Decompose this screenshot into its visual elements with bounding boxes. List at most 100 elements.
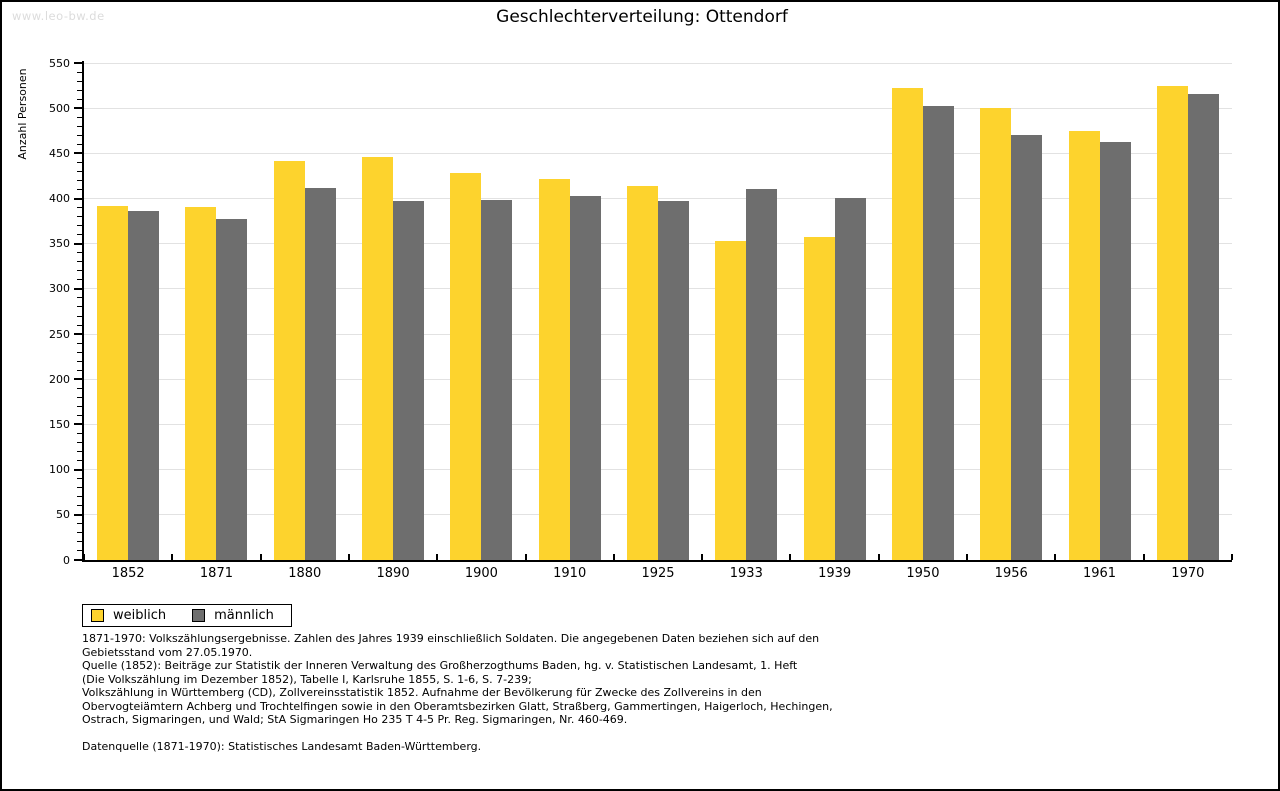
y-minor-tick: [77, 414, 82, 416]
legend-label-weiblich: weiblich: [113, 608, 167, 623]
footnote-line: [82, 727, 1212, 741]
bar-männlich-1925: [658, 201, 689, 560]
y-minor-tick: [77, 134, 82, 136]
footnote-line: (Die Volkszählung im Dezember 1852), Tab…: [82, 672, 532, 686]
y-tick-label: 100: [49, 463, 70, 477]
legend: weiblich männlich: [82, 604, 292, 627]
legend-label-maennlich: männlich: [214, 608, 274, 623]
y-minor-tick: [77, 161, 82, 163]
x-boundary-tick: [524, 554, 527, 560]
y-minor-tick: [77, 351, 82, 353]
y-minor-tick: [77, 306, 82, 308]
footnote-line: Datenquelle (1871-1970): Statistisches L…: [82, 740, 482, 753]
y-minor-tick: [77, 98, 82, 100]
watermark: www.leo-bw.de: [12, 9, 105, 23]
y-minor-tick: [77, 487, 82, 489]
y-minor-tick: [77, 225, 82, 227]
y-tick-label: 350: [49, 237, 70, 251]
bar-weiblich-1939: [803, 237, 835, 560]
y-minor-tick: [77, 71, 82, 73]
bar-weiblich-1956: [980, 108, 1012, 560]
y-tick-label: 400: [49, 192, 70, 206]
bar-weiblich-1950: [891, 88, 923, 560]
y-tick-label: 250: [49, 327, 70, 341]
y-minor-tick: [77, 369, 82, 371]
footnotes: 1871-1970: Volkszählungsergebnisse. Zahl…: [82, 632, 1212, 754]
x-boundary-tick: [436, 554, 439, 560]
bar-weiblich-1961: [1068, 130, 1100, 560]
y-minor-tick: [77, 460, 82, 462]
bar-weiblich-1970: [1156, 85, 1188, 560]
x-boundary-tick: [789, 554, 792, 560]
x-tick-label: 1956: [994, 566, 1028, 581]
x-tick-label: 1970: [1171, 566, 1205, 581]
bar-männlich-1871: [216, 219, 248, 560]
footnote-line: Obervogteiämtern Achberg und Trochtelfin…: [82, 699, 833, 713]
x-boundary-tick: [612, 554, 615, 560]
bar-weiblich-1880: [273, 160, 305, 560]
y-minor-tick: [77, 234, 82, 236]
y-minor-tick: [77, 478, 82, 480]
y-minor-tick: [77, 89, 82, 91]
y-minor-tick: [77, 315, 82, 317]
x-tick-label: 1950: [906, 566, 940, 581]
y-minor-tick: [77, 261, 82, 263]
bar-männlich-1910: [569, 195, 601, 560]
bar-weiblich-1871: [185, 206, 217, 560]
y-major-tick: [74, 423, 82, 426]
y-major-tick: [74, 107, 82, 110]
bar-männlich-1900: [481, 200, 513, 560]
y-tick-label: 200: [49, 372, 70, 386]
bar-weiblich-1900: [450, 173, 482, 560]
x-tick-label: 1871: [199, 566, 233, 581]
x-boundary-tick: [877, 554, 880, 560]
y-major-tick: [74, 242, 82, 245]
y-major-tick: [74, 197, 82, 200]
x-tick-label: 1961: [1082, 566, 1117, 581]
y-axis-line: [82, 61, 84, 562]
bar-männlich-1852: [128, 211, 160, 560]
y-major-tick: [74, 378, 82, 381]
y-minor-tick: [77, 541, 82, 543]
bar-männlich-1939: [834, 197, 866, 560]
gridline: [84, 107, 1232, 109]
y-minor-tick: [77, 523, 82, 525]
bar-männlich-1880: [304, 187, 336, 560]
y-major-tick: [74, 513, 82, 516]
bar-weiblich-1910: [538, 178, 570, 560]
y-minor-tick: [77, 270, 82, 272]
y-tick-label: 0: [63, 553, 70, 567]
y-major-tick: [74, 287, 82, 290]
x-tick-label: 1910: [553, 566, 587, 581]
y-minor-tick: [77, 342, 82, 344]
y-minor-tick: [77, 170, 82, 172]
bar-männlich-1970: [1187, 93, 1219, 560]
x-boundary-tick: [1054, 554, 1057, 560]
y-minor-tick: [77, 216, 82, 218]
y-minor-tick: [77, 179, 82, 181]
gridline: [84, 62, 1232, 64]
x-tick-label: 1880: [288, 566, 322, 581]
bar-weiblich-1852: [97, 205, 129, 560]
x-tick-label: 1852: [111, 566, 145, 581]
y-minor-tick: [77, 532, 82, 534]
x-boundary-tick: [259, 554, 262, 560]
footnote-line: Ostrach, Sigmaringen, und Wald; StA Sigm…: [82, 713, 628, 726]
legend-swatch-maennlich: [192, 609, 206, 622]
gridline: [84, 152, 1232, 154]
x-boundary-tick: [1142, 554, 1145, 560]
footnote-line: Volkszählung in Württemberg (CD), Zollve…: [82, 686, 762, 699]
bar-weiblich-1933: [715, 241, 747, 560]
x-boundary-tick: [701, 554, 704, 560]
footnote-line: Quelle (1852): Beiträge zur Statistik de…: [82, 659, 798, 672]
bar-männlich-1961: [1099, 141, 1131, 560]
y-minor-tick: [77, 505, 82, 507]
bar-weiblich-1890: [362, 156, 394, 560]
y-minor-tick: [77, 80, 82, 82]
y-minor-tick: [77, 143, 82, 145]
y-minor-tick: [77, 252, 82, 254]
x-boundary-tick: [347, 554, 350, 560]
y-minor-tick: [77, 496, 82, 498]
